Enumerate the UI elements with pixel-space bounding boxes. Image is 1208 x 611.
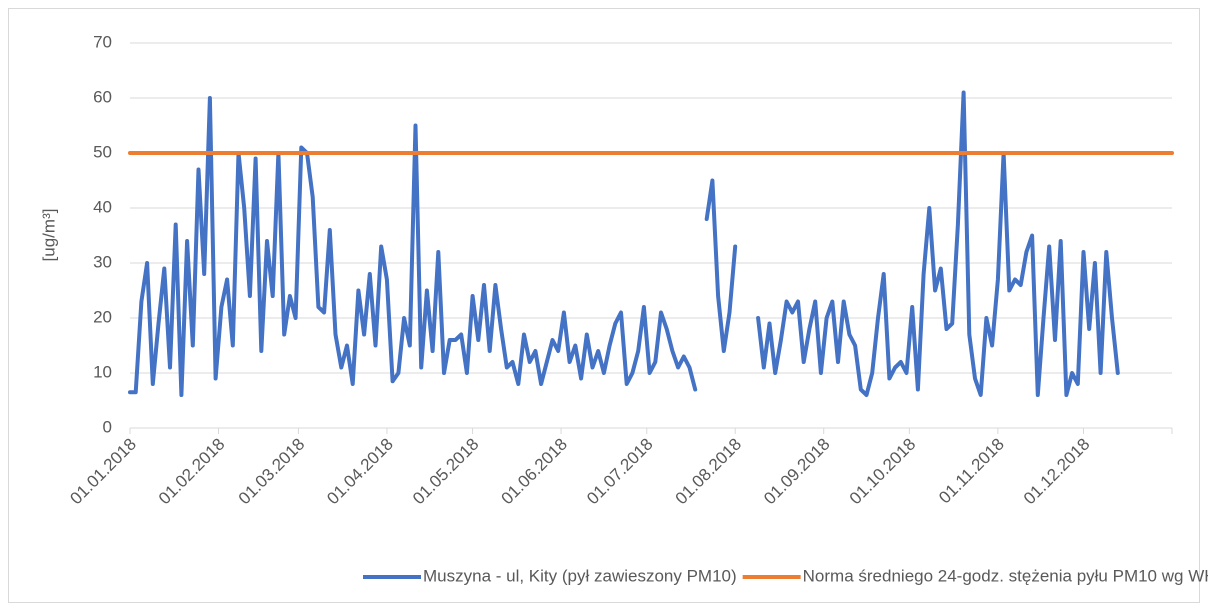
y-axis-label: [ug/m³] (39, 209, 58, 262)
data-line (128, 90, 1120, 397)
y-tick-label: 0 (103, 417, 112, 436)
y-tick-label: 70 (93, 32, 112, 51)
y-tick-label: 30 (93, 252, 112, 271)
y-tick-label: 50 (93, 142, 112, 161)
y-tick-label: 20 (93, 307, 112, 326)
y-tick-label: 10 (93, 362, 112, 381)
legend-label: Norma średniego 24-godz. stężenia pyłu P… (803, 566, 1208, 585)
y-tick-label: 40 (93, 197, 112, 216)
legend-label: Muszyna - ul, Kity (pył zawieszony PM10) (423, 566, 737, 585)
y-tick-label: 60 (93, 87, 112, 106)
chart-frame (8, 8, 1200, 603)
